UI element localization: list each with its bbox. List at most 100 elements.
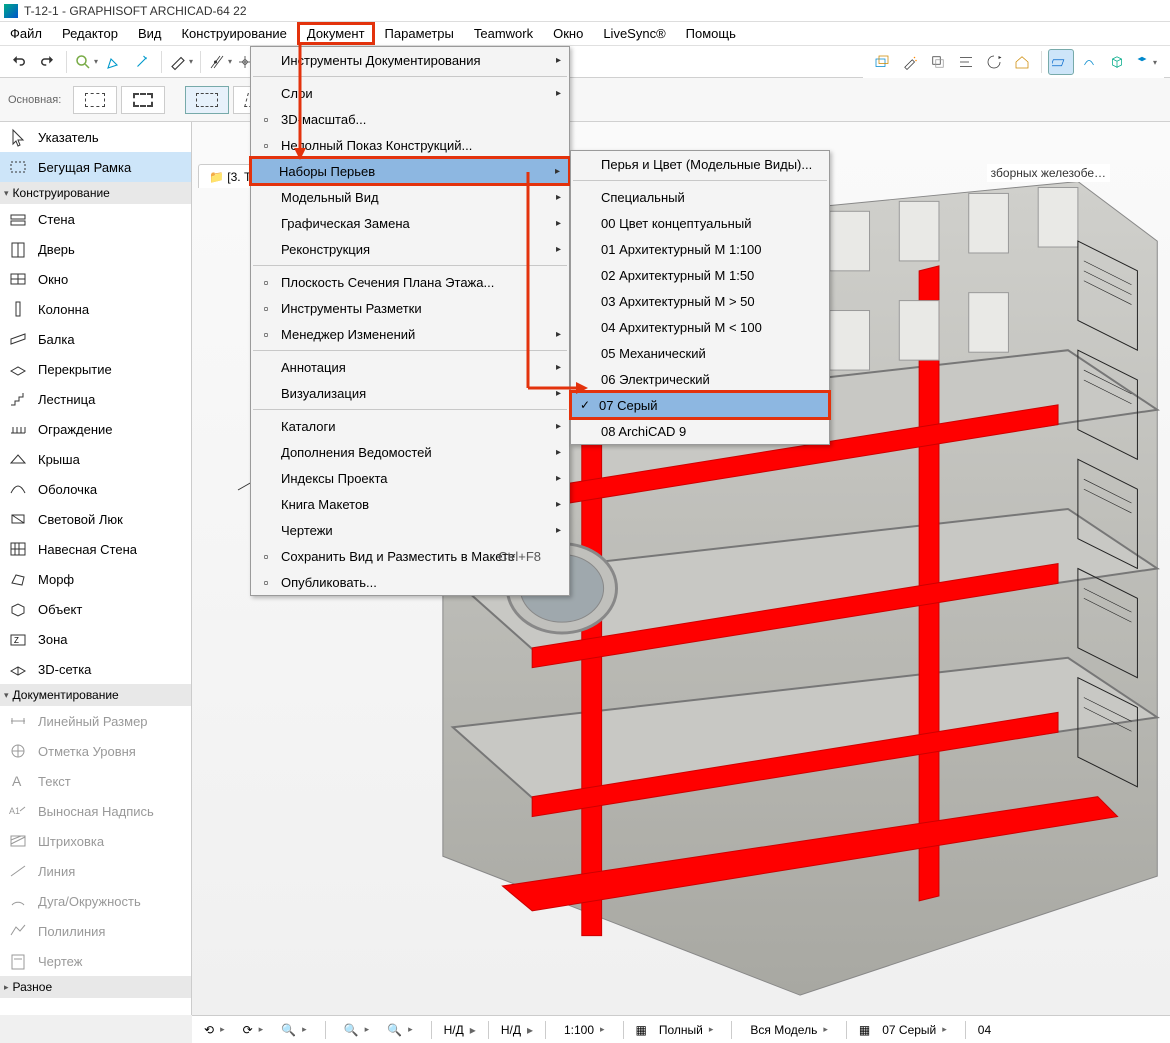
menuitem--[interactable]: ▫Опубликовать... <box>251 569 569 595</box>
rotate-button[interactable] <box>981 49 1007 75</box>
marquee-thin-button[interactable] <box>73 86 117 114</box>
tool-curtainwall[interactable]: Навесная Стена <box>0 534 191 564</box>
status-model[interactable]: Вся Модель <box>744 1023 833 1037</box>
label-icon: A1 <box>8 802 28 820</box>
home-button[interactable] <box>1009 49 1035 75</box>
marquee-rect-button[interactable] <box>185 86 229 114</box>
plane-button[interactable] <box>1048 49 1074 75</box>
mesh-icon <box>8 660 28 678</box>
trace-button[interactable] <box>869 49 895 75</box>
status-nd2: Н/Д <box>501 1023 521 1037</box>
marquee-thick-button[interactable] <box>121 86 165 114</box>
tool-shell[interactable]: Оболочка <box>0 474 191 504</box>
status-scale[interactable]: 1:100 <box>558 1023 611 1037</box>
svg-text:Z: Z <box>14 636 19 645</box>
tool-pointer[interactable]: Указатель <box>0 122 191 152</box>
inject-button[interactable] <box>129 49 155 75</box>
penset-03-m-50[interactable]: 03 Архитектурный M > 50 <box>571 288 829 314</box>
wall-icon <box>8 210 28 228</box>
menuitem--[interactable]: Книга Макетов <box>251 491 569 517</box>
floorplan-icon: ▫ <box>257 274 275 290</box>
tool-morph[interactable]: Морф <box>0 564 191 594</box>
tool-stair[interactable]: Лестница <box>0 384 191 414</box>
menu-окно[interactable]: Окно <box>543 22 593 45</box>
tool-slab[interactable]: Перекрытие <box>0 354 191 384</box>
menuitem--[interactable]: Каталоги <box>251 413 569 439</box>
zoom-prev-button[interactable]: 🔍 <box>338 1023 375 1037</box>
tool-window[interactable]: Окно <box>0 264 191 294</box>
find-select-button[interactable] <box>73 49 99 75</box>
tool-object[interactable]: Объект <box>0 594 191 624</box>
menu-конструирование[interactable]: Конструирование <box>171 22 296 45</box>
penset--[interactable]: Специальный <box>571 184 829 210</box>
menuitem--[interactable]: Чертежи <box>251 517 569 543</box>
cube-button[interactable] <box>1104 49 1130 75</box>
menu-помощь[interactable]: Помощь <box>676 22 746 45</box>
status-penset[interactable]: 07 Серый <box>876 1023 953 1037</box>
penset--[interactable]: Перья и Цвет (Модельные Виды)... <box>571 151 829 177</box>
penset-08-archicad-9[interactable]: 08 ArchiCAD 9 <box>571 418 829 444</box>
drawing-icon <box>8 952 28 970</box>
pensets-submenu: Перья и Цвет (Модельные Виды)... Специаль… <box>570 150 830 445</box>
offset-button[interactable] <box>925 49 951 75</box>
penset-00-[interactable]: 00 Цвет концептуальный <box>571 210 829 236</box>
tool-beam[interactable]: Балка <box>0 324 191 354</box>
tool-zone[interactable]: ZЗона <box>0 624 191 654</box>
magic-wand-button[interactable] <box>897 49 923 75</box>
undo-button[interactable] <box>6 49 32 75</box>
railing-icon <box>8 420 28 438</box>
penset-01-m-1-100[interactable]: 01 Архитектурный M 1:100 <box>571 236 829 262</box>
menu-файл[interactable]: Файл <box>0 22 52 45</box>
status-display[interactable]: Полный <box>653 1023 720 1037</box>
tool-line[interactable]: Линия <box>0 856 191 886</box>
markup-icon: ▫ <box>257 300 275 316</box>
menu-параметры[interactable]: Параметры <box>375 22 464 45</box>
tool-level[interactable]: Отметка Уровня <box>0 736 191 766</box>
pick-button[interactable] <box>101 49 127 75</box>
paint-button[interactable] <box>1076 49 1102 75</box>
penset-06-[interactable]: 06 Электрический <box>571 366 829 392</box>
section-documentation[interactable]: Документирование <box>0 684 191 706</box>
align-button[interactable] <box>953 49 979 75</box>
zoom-in-button[interactable]: ⟳ <box>237 1023 270 1037</box>
3d-button[interactable] <box>1132 49 1158 75</box>
section-misc[interactable]: Разное <box>0 976 191 998</box>
tool-text[interactable]: AТекст <box>0 766 191 796</box>
menuitem--[interactable]: Дополнения Ведомостей <box>251 439 569 465</box>
tool-column[interactable]: Колонна <box>0 294 191 324</box>
redo-button[interactable] <box>34 49 60 75</box>
tool-marquee[interactable]: Бегущая Рамка <box>0 152 191 182</box>
tool-drawing[interactable]: Чертеж <box>0 946 191 976</box>
menuitem--[interactable]: ▫Сохранить Вид и Разместить в МакетеCtrl… <box>251 543 569 569</box>
grid-button[interactable] <box>207 49 233 75</box>
tool-label[interactable]: A1Выносная Надпись <box>0 796 191 826</box>
tool-roof[interactable]: Крыша <box>0 444 191 474</box>
tool-arc[interactable]: Дуга/Окружность <box>0 886 191 916</box>
penset-04-m-100[interactable]: 04 Архитектурный M < 100 <box>571 314 829 340</box>
tool-wall[interactable]: Стена <box>0 204 191 234</box>
tool-dim[interactable]: Линейный Размер <box>0 706 191 736</box>
tool-poly[interactable]: Полилиния <box>0 916 191 946</box>
zoom-next-button[interactable]: 🔍 <box>381 1023 418 1037</box>
tool-fill[interactable]: Штриховка <box>0 826 191 856</box>
tool-door[interactable]: Дверь <box>0 234 191 264</box>
svg-text:A: A <box>12 773 22 789</box>
tool-mesh[interactable]: 3D-сетка <box>0 654 191 684</box>
changes-icon: ▫ <box>257 326 275 342</box>
menu-вид[interactable]: Вид <box>128 22 172 45</box>
zoom-fit-button[interactable]: 🔍 <box>275 1023 312 1037</box>
menu-teamwork[interactable]: Teamwork <box>464 22 543 45</box>
section-construction[interactable]: Конструирование <box>0 182 191 204</box>
tool-railing[interactable]: Ограждение <box>0 414 191 444</box>
zoom-out-button[interactable]: ⟲ <box>198 1023 231 1037</box>
layers-icon: ▦ <box>636 1023 647 1037</box>
menu-редактор[interactable]: Редактор <box>52 22 128 45</box>
sub-toolbar: Основная: <box>0 78 1170 122</box>
menu-livesync®[interactable]: LiveSync® <box>593 22 675 45</box>
tool-skylight[interactable]: Световой Люк <box>0 504 191 534</box>
penset-02-m-1-50[interactable]: 02 Архитектурный M 1:50 <box>571 262 829 288</box>
penset-07-[interactable]: 07 Серый <box>569 390 831 420</box>
menuitem--[interactable]: Индексы Проекта <box>251 465 569 491</box>
measure-button[interactable] <box>168 49 194 75</box>
penset-05-[interactable]: 05 Механический <box>571 340 829 366</box>
